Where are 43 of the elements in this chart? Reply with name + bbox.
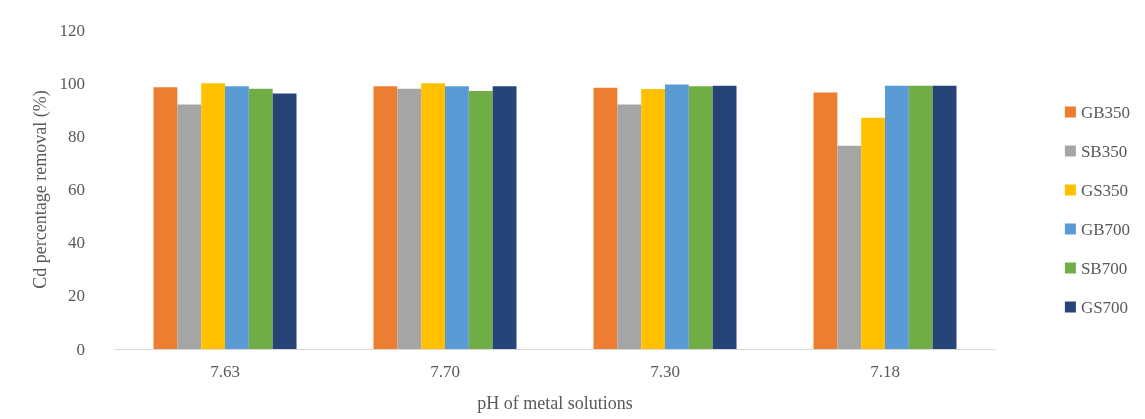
- bar: [712, 85, 737, 349]
- y-tick-label: 120: [59, 20, 85, 40]
- x-tick-label: 7.18: [870, 362, 900, 381]
- bar: [932, 85, 957, 349]
- legend-label: GS350: [1080, 180, 1129, 200]
- y-tick-label: 100: [59, 73, 85, 93]
- bar: [908, 85, 933, 349]
- x-tick-label: 7.63: [210, 362, 240, 381]
- bar: [813, 92, 838, 349]
- y-axis-title: Cd percentage removal (%): [29, 90, 51, 289]
- y-tick-label: 20: [68, 286, 85, 306]
- bar: [272, 93, 297, 349]
- bar: [248, 88, 273, 349]
- bar: [421, 83, 445, 349]
- bar: [445, 86, 469, 349]
- bar: [837, 145, 862, 349]
- x-axis-title: pH of metal solutions: [477, 393, 633, 413]
- bar: [225, 86, 249, 349]
- bar: [153, 87, 178, 349]
- legend-label: GB350: [1080, 102, 1131, 122]
- bar: [617, 104, 642, 349]
- bar: [492, 86, 517, 349]
- bar: [688, 86, 713, 349]
- y-tick-label: 80: [68, 126, 85, 146]
- y-tick-label: 40: [68, 233, 85, 253]
- legend-label: GS700: [1080, 297, 1129, 317]
- bar: [201, 83, 225, 349]
- legend-label: GB700: [1080, 219, 1131, 239]
- legend-label: SB350: [1080, 141, 1128, 161]
- y-tick-label: 60: [68, 180, 85, 199]
- bar: [861, 117, 885, 349]
- bar: [641, 89, 665, 349]
- bar: [885, 85, 909, 349]
- x-tick-label: 7.70: [430, 362, 460, 381]
- bar: [593, 87, 618, 349]
- bar: [397, 88, 422, 349]
- bar: [665, 84, 689, 349]
- y-tick-label: 0: [76, 339, 85, 359]
- x-tick-label: 7.30: [650, 362, 680, 381]
- bar: [373, 86, 398, 349]
- bar: [177, 104, 202, 349]
- legend-label: SB700: [1080, 258, 1128, 278]
- bar: [468, 90, 493, 349]
